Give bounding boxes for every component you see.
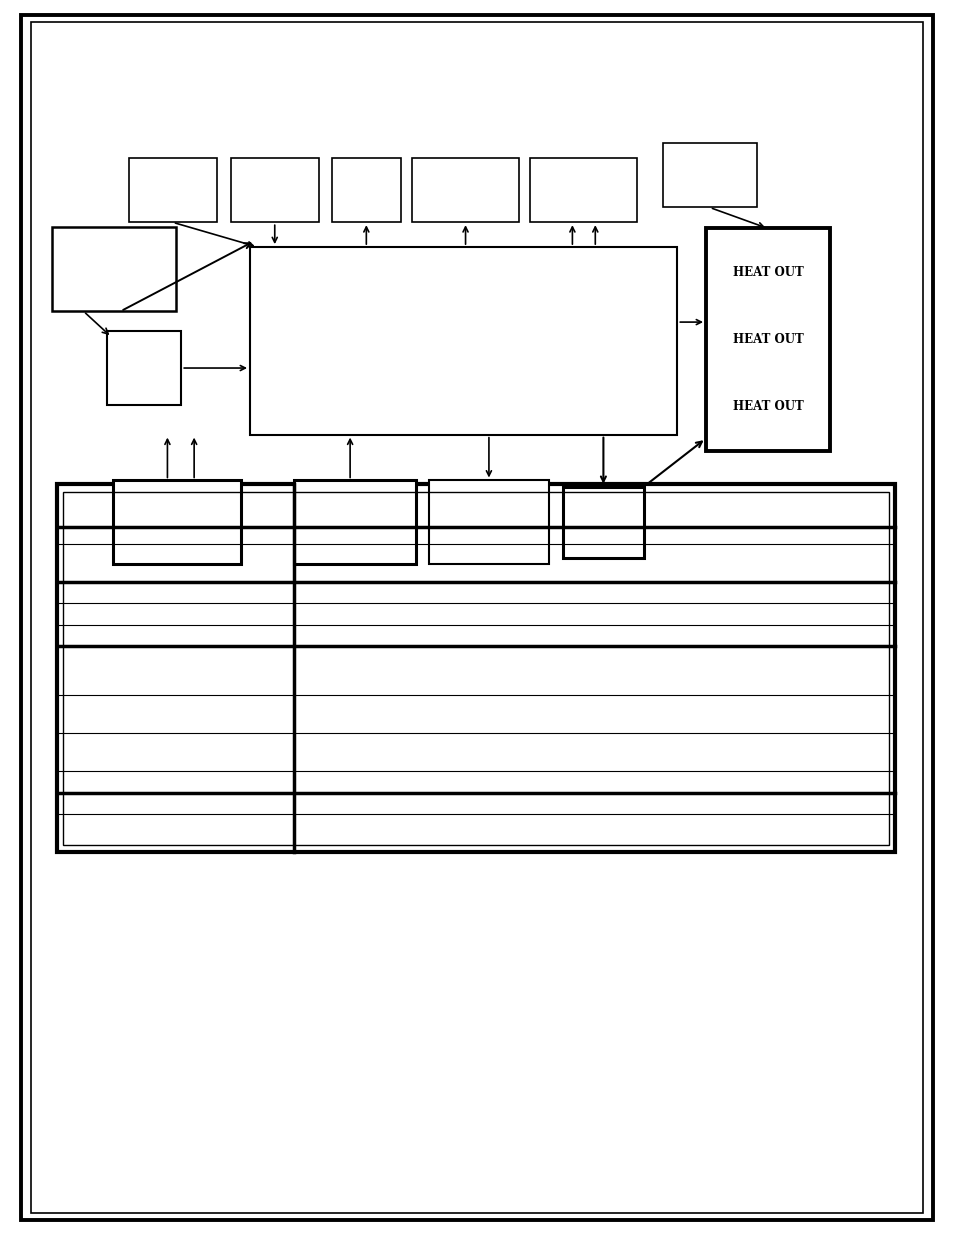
Bar bbox=[231, 158, 318, 222]
Bar bbox=[662, 143, 756, 207]
Text: HEAT OUT: HEAT OUT bbox=[732, 400, 802, 412]
Bar bbox=[332, 158, 400, 222]
Bar bbox=[429, 480, 548, 564]
Bar bbox=[562, 487, 643, 558]
Bar bbox=[250, 247, 677, 435]
Bar bbox=[705, 228, 829, 451]
Bar bbox=[63, 492, 888, 845]
Text: HEAT OUT: HEAT OUT bbox=[732, 267, 802, 279]
Text: HEAT OUT: HEAT OUT bbox=[732, 333, 802, 346]
Bar bbox=[412, 158, 518, 222]
Bar bbox=[129, 158, 216, 222]
Bar bbox=[294, 480, 416, 564]
Bar bbox=[112, 480, 241, 564]
Bar bbox=[107, 331, 181, 405]
Bar bbox=[57, 484, 894, 852]
Bar bbox=[530, 158, 637, 222]
Bar bbox=[52, 227, 176, 311]
